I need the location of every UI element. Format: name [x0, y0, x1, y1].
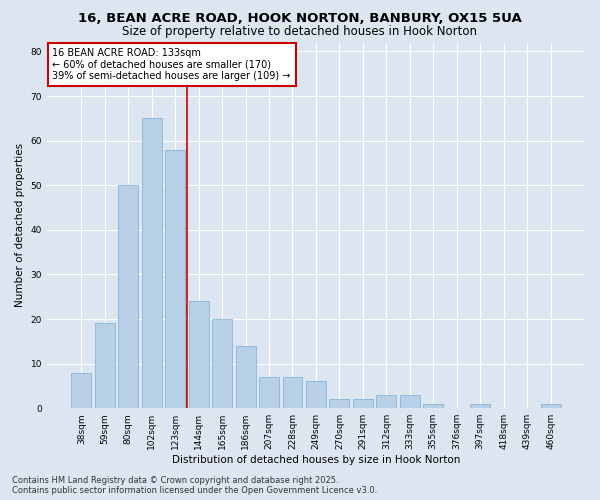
- Bar: [541, 404, 560, 408]
- Text: Contains HM Land Registry data © Crown copyright and database right 2025.
Contai: Contains HM Land Registry data © Crown c…: [12, 476, 377, 495]
- Bar: [423, 404, 443, 408]
- Bar: [236, 346, 256, 408]
- Text: Size of property relative to detached houses in Hook Norton: Size of property relative to detached ho…: [122, 25, 478, 38]
- Bar: [306, 382, 326, 408]
- Bar: [71, 372, 91, 408]
- Bar: [376, 395, 397, 408]
- Bar: [165, 150, 185, 408]
- Bar: [259, 377, 279, 408]
- Bar: [142, 118, 162, 408]
- Bar: [353, 400, 373, 408]
- Bar: [400, 395, 420, 408]
- Bar: [329, 400, 349, 408]
- Bar: [212, 319, 232, 408]
- Text: 16, BEAN ACRE ROAD, HOOK NORTON, BANBURY, OX15 5UA: 16, BEAN ACRE ROAD, HOOK NORTON, BANBURY…: [78, 12, 522, 26]
- Bar: [470, 404, 490, 408]
- Bar: [95, 324, 115, 408]
- Text: 16 BEAN ACRE ROAD: 133sqm
← 60% of detached houses are smaller (170)
39% of semi: 16 BEAN ACRE ROAD: 133sqm ← 60% of detac…: [52, 48, 291, 82]
- Y-axis label: Number of detached properties: Number of detached properties: [15, 144, 25, 308]
- Bar: [118, 185, 138, 408]
- X-axis label: Distribution of detached houses by size in Hook Norton: Distribution of detached houses by size …: [172, 455, 460, 465]
- Bar: [283, 377, 302, 408]
- Bar: [188, 301, 209, 408]
